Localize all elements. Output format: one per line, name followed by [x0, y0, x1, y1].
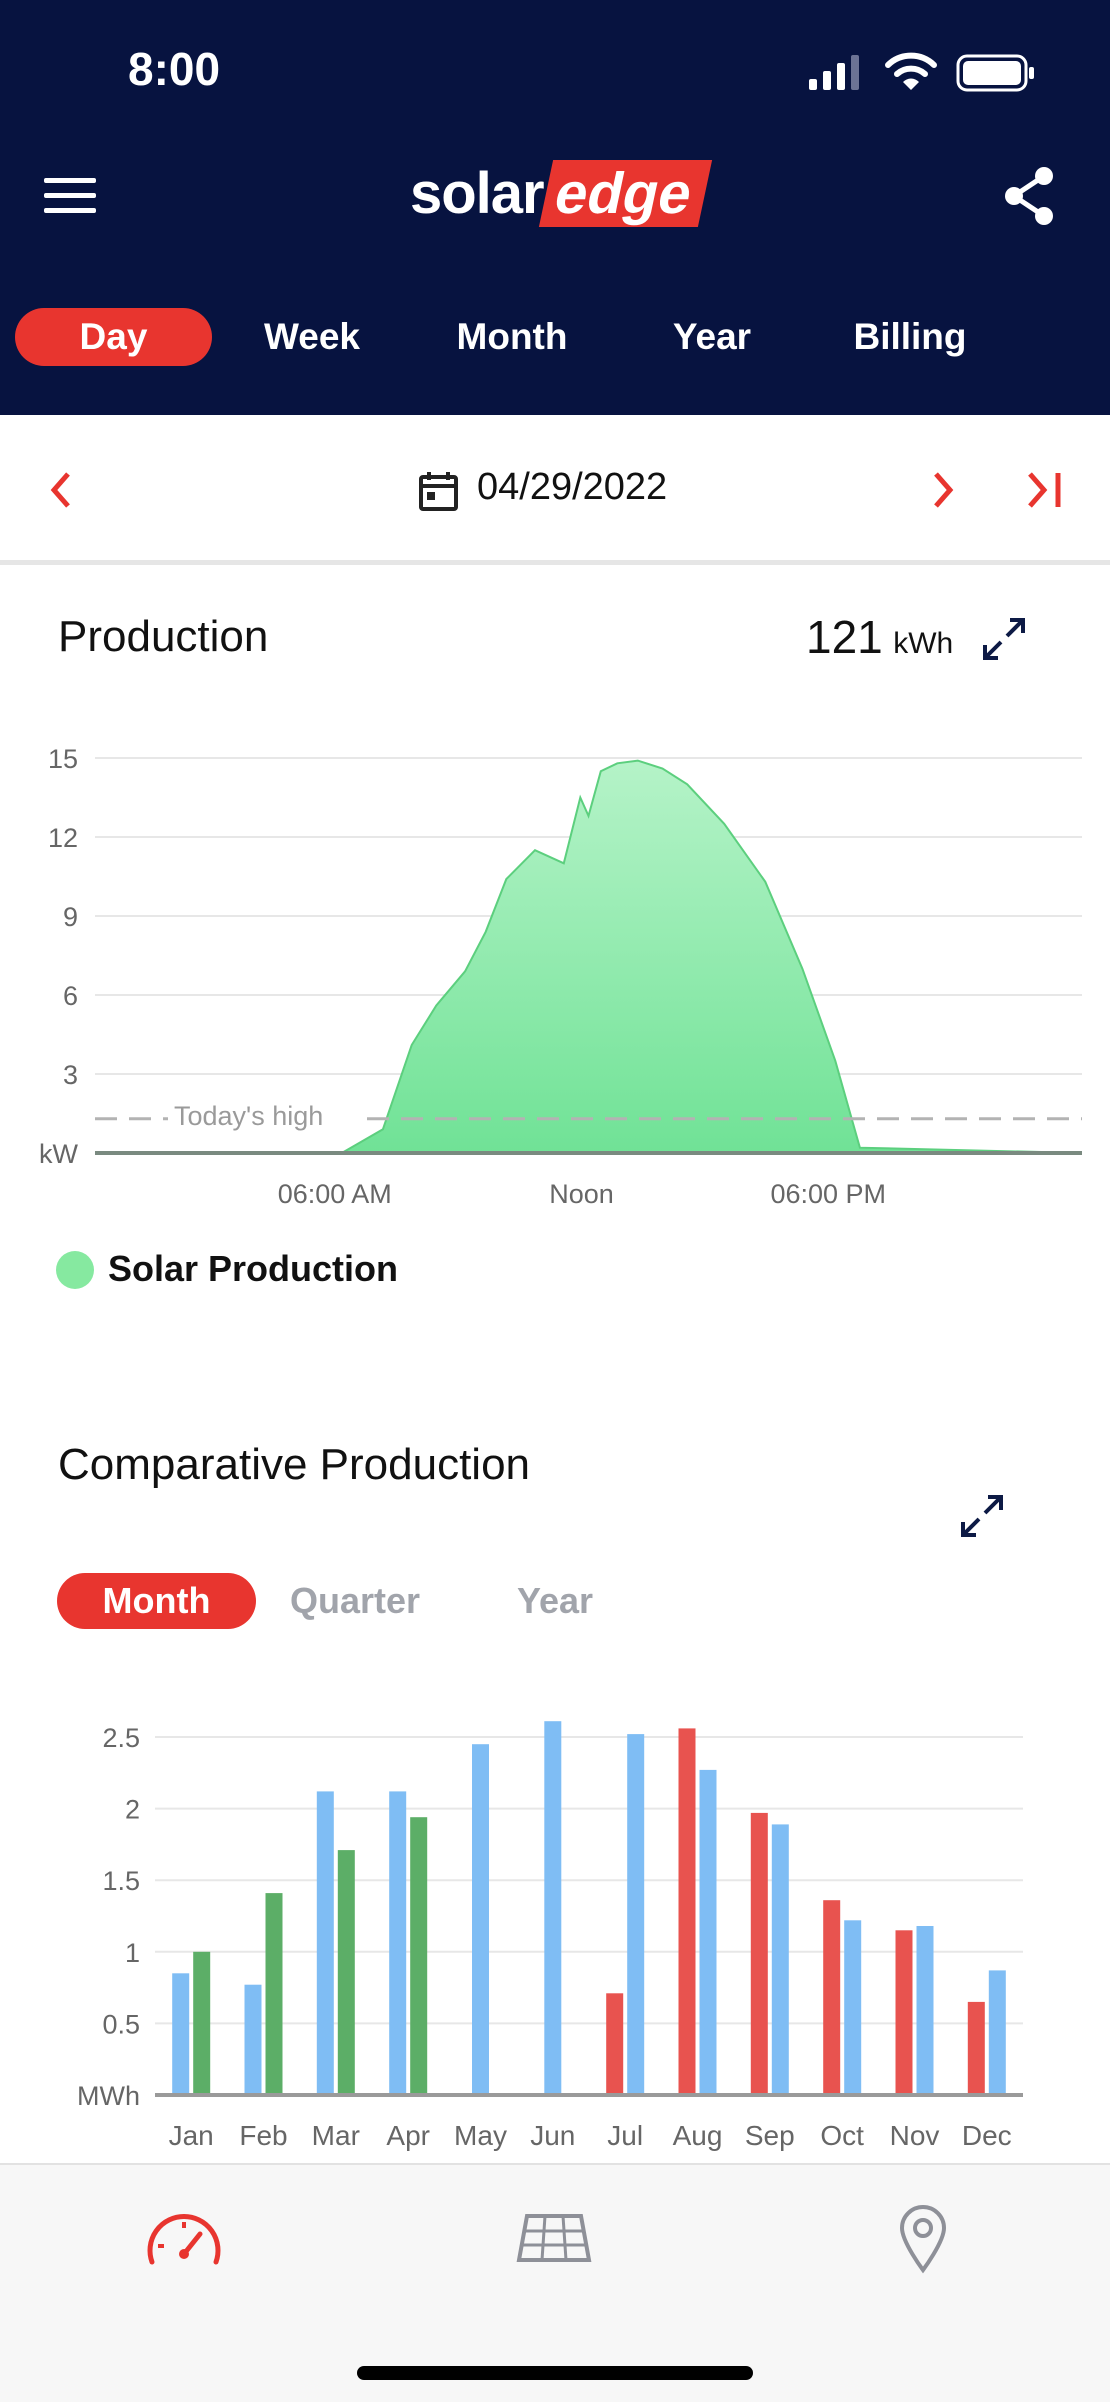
- logo-edge-text: edge: [538, 160, 713, 227]
- comparative-y-tick: 2: [125, 1795, 140, 1825]
- location-pin-icon[interactable]: [898, 2204, 948, 2274]
- comparative-bar: [337, 1850, 355, 2095]
- comparative-bar: [265, 1893, 283, 2095]
- comparative-x-tick: Jun: [530, 2120, 575, 2151]
- comparative-bar: [844, 1920, 862, 2095]
- comparative-x-tick: Jul: [607, 2120, 643, 2151]
- home-indicator: [357, 2366, 753, 2380]
- comparative-x-tick: Mar: [312, 2120, 360, 2151]
- battery-icon: [956, 54, 1034, 92]
- comparative-tab-year[interactable]: Year: [516, 1580, 594, 1621]
- comparative-tab-quarter[interactable]: Quarter: [289, 1580, 421, 1621]
- comparative-x-tick: Sep: [745, 2120, 795, 2151]
- comparative-bar: [988, 1970, 1006, 2095]
- production-y-tick: 9: [63, 902, 78, 932]
- comparative-y-unit: MWh: [77, 2081, 140, 2111]
- tab-day[interactable]: Day: [15, 308, 212, 366]
- tab-month[interactable]: Month: [456, 316, 568, 357]
- solar-production-legend-label: Solar Production: [108, 1248, 399, 1289]
- dashboard-gauge-icon[interactable]: [144, 2208, 224, 2272]
- comparative-bar: [627, 1734, 645, 2095]
- production-x-tick: 06:00 AM: [278, 1179, 392, 1209]
- comparative-tab-month[interactable]: Month: [57, 1573, 256, 1629]
- comparative-production-title: Comparative Production: [58, 1440, 531, 1489]
- production-x-tick: 06:00 PM: [770, 1179, 886, 1209]
- next-day-chevron-icon[interactable]: [928, 470, 958, 510]
- comparative-bar: [678, 1728, 696, 2095]
- production-y-tick: 3: [63, 1060, 78, 1090]
- selected-date[interactable]: 04/29/2022: [477, 466, 668, 508]
- comparative-y-tick: 0.5: [102, 2009, 140, 2039]
- comparative-y-tick: 2.5: [102, 1723, 140, 1753]
- comparative-bar: [771, 1824, 789, 2095]
- production-total: 121 kWh: [806, 610, 953, 664]
- production-y-tick: 12: [48, 823, 78, 853]
- comparative-bar: [193, 1951, 211, 2095]
- comparative-y-tick: 1: [125, 1938, 140, 1968]
- comparative-bar-chart: 0.5 1 1.5 2 2.5 MWh Jan Feb Mar Apr May Jun Jul Aug Se…: [77, 1721, 1023, 2151]
- comparative-x-tick: Dec: [962, 2120, 1012, 2151]
- comparative-bar: [606, 1993, 624, 2095]
- todays-high-label: Today's high: [174, 1101, 323, 1131]
- comparative-y-tick: 1.5: [102, 1866, 140, 1896]
- previous-day-chevron-icon[interactable]: [46, 470, 76, 510]
- date-navigation-bar: [0, 415, 1110, 565]
- comparative-bar: [316, 1791, 334, 2095]
- comparative-bar: [916, 1926, 934, 2095]
- comparative-bar: [389, 1791, 407, 2095]
- production-title: Production: [58, 612, 269, 661]
- solar-production-line: [95, 759, 1083, 1154]
- comparative-x-tick: Nov: [890, 2120, 940, 2151]
- comparative-bar: [244, 1984, 262, 2095]
- production-y-tick: 15: [48, 744, 78, 774]
- production-y-unit: kW: [39, 1139, 79, 1169]
- comparative-bar: [967, 2001, 985, 2095]
- comparative-x-tick: Feb: [239, 2120, 287, 2151]
- logo-solar-text: solar: [410, 161, 545, 226]
- comparative-bar: [544, 1721, 562, 2095]
- hamburger-menu-icon[interactable]: [44, 176, 98, 216]
- comparative-x-tick: Jan: [169, 2120, 214, 2151]
- status-time: 8:00: [128, 43, 221, 95]
- production-area-chart: 3 6 9 12 15 kW Today's high 06:00 AM Noon 06:00 P…: [39, 744, 1083, 1209]
- comparative-bar: [699, 1769, 717, 2095]
- comparative-bar: [823, 1900, 841, 2095]
- solar-production-area: [95, 760, 1082, 1153]
- production-y-tick: 6: [63, 981, 78, 1011]
- jump-to-latest-icon[interactable]: [1024, 470, 1064, 510]
- cellular-signal-icon: [809, 55, 859, 90]
- comparative-bar: [172, 1973, 190, 2095]
- tab-billing[interactable]: Billing: [853, 316, 967, 357]
- wifi-icon: [885, 52, 937, 90]
- production-total-unit: kWh: [893, 627, 954, 660]
- comparative-bar: [472, 1744, 489, 2095]
- todays-high-label-bg: [168, 1096, 360, 1133]
- comparative-x-tick: Aug: [673, 2120, 723, 2151]
- comparative-x-tick: May: [454, 2120, 507, 2151]
- production-total-value: 121: [806, 611, 883, 663]
- comparative-bar: [895, 1930, 913, 2095]
- comparative-bar: [750, 1812, 768, 2095]
- comparative-x-tick: Oct: [820, 2120, 864, 2151]
- calendar-icon[interactable]: [418, 470, 460, 512]
- production-x-tick: Noon: [549, 1179, 614, 1209]
- solar-panel-layout-icon[interactable]: [515, 2212, 593, 2264]
- comparative-x-tick: Apr: [386, 2120, 430, 2151]
- share-icon[interactable]: [1002, 166, 1058, 226]
- solaredge-logo: solaredge: [410, 160, 713, 230]
- expand-production-icon[interactable]: [980, 615, 1028, 663]
- tab-week[interactable]: Week: [264, 316, 360, 357]
- tab-year[interactable]: Year: [672, 316, 752, 357]
- expand-comparative-icon[interactable]: [958, 1492, 1006, 1540]
- bottom-navigation: [0, 2163, 1110, 2402]
- comparative-bar: [410, 1817, 428, 2095]
- solar-production-legend-dot: [56, 1251, 94, 1289]
